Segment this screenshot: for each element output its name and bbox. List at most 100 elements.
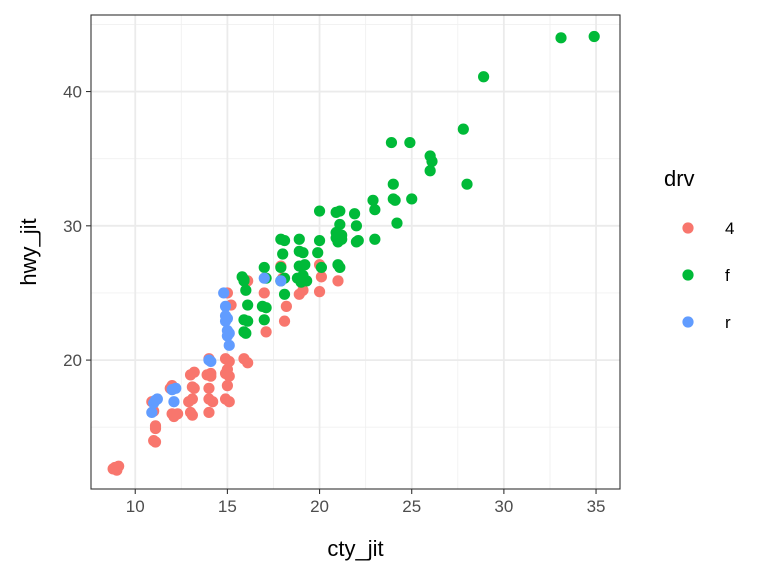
data-point (238, 273, 250, 286)
x-tick-label: 25 (402, 497, 421, 516)
data-point (203, 382, 215, 394)
data-point (203, 406, 215, 419)
data-point (146, 406, 158, 419)
axis-ticks: 10 15 20 25 30 35 20 30 40 (63, 83, 605, 516)
data-point (260, 326, 272, 338)
series-r (146, 272, 287, 419)
legend-key-r (682, 316, 694, 328)
data-point (315, 261, 328, 274)
data-point (385, 136, 398, 149)
data-point (275, 275, 287, 287)
legend-label-4: 4 (725, 219, 734, 238)
x-tick-label: 35 (587, 497, 606, 516)
data-point (221, 324, 233, 337)
data-point (332, 275, 344, 287)
data-point (242, 299, 254, 311)
data-point (406, 193, 418, 205)
data-point (280, 300, 292, 312)
legend-title: drv (664, 166, 695, 191)
data-point (424, 165, 436, 177)
data-point (219, 300, 232, 312)
y-tick-label: 40 (63, 83, 82, 102)
data-point (461, 178, 473, 190)
data-point (207, 396, 219, 408)
legend-label-r: r (725, 313, 731, 332)
data-point (350, 236, 363, 248)
x-tick-label: 15 (218, 497, 237, 516)
data-point (275, 261, 287, 274)
data-point (278, 315, 291, 327)
data-point (555, 32, 567, 44)
data-point (242, 315, 254, 327)
data-point (240, 327, 252, 339)
data-point (258, 314, 270, 326)
data-point (242, 357, 254, 369)
data-point (151, 393, 163, 405)
legend-key-f (682, 269, 694, 281)
data-point (293, 233, 305, 245)
data-point (301, 275, 313, 287)
data-point (277, 248, 289, 260)
data-point (186, 409, 198, 421)
data-point (457, 123, 469, 135)
data-point (312, 247, 324, 259)
data-point (588, 30, 600, 43)
data-point (278, 234, 291, 247)
data-point (223, 396, 235, 408)
y-tick-label: 30 (63, 217, 82, 236)
data-point (313, 234, 326, 247)
data-point (330, 226, 342, 239)
y-axis-title: hwy_jit (16, 218, 41, 285)
data-point (387, 193, 399, 205)
data-point (205, 355, 217, 368)
data-point (278, 288, 291, 300)
data-point (369, 204, 381, 216)
data-point (404, 136, 416, 149)
data-point (240, 284, 252, 296)
data-point (218, 287, 230, 299)
data-point (166, 384, 178, 396)
data-point (188, 382, 200, 394)
data-point (172, 408, 184, 420)
data-point (334, 205, 346, 217)
data-point (348, 208, 361, 220)
data-point (149, 422, 162, 435)
data-point (426, 155, 438, 167)
data-point (350, 220, 363, 232)
x-tick-label: 10 (126, 497, 145, 516)
data-point (313, 286, 326, 298)
legend: drv 4 f r (664, 166, 734, 332)
data-point (334, 261, 346, 274)
data-point (297, 247, 309, 259)
x-tick-label: 30 (494, 497, 513, 516)
data-point (107, 463, 119, 475)
data-point (387, 178, 399, 190)
data-point (223, 339, 235, 351)
grid (91, 15, 620, 489)
data-point (258, 272, 270, 284)
data-point (478, 71, 490, 83)
data-point (293, 288, 305, 300)
data-point (258, 287, 270, 299)
data-point (260, 302, 272, 314)
data-point (221, 380, 233, 392)
legend-key-4 (682, 222, 694, 234)
data-point (221, 363, 233, 376)
data-point (188, 366, 200, 378)
plot-border (90, 14, 621, 490)
data-point (258, 261, 270, 274)
x-tick-label: 20 (310, 497, 329, 516)
data-point (149, 436, 162, 448)
data-point (219, 310, 232, 322)
data-point (205, 367, 217, 380)
data-point (299, 259, 311, 271)
data-point (369, 233, 381, 245)
data-point (315, 271, 328, 283)
points (107, 30, 600, 476)
x-axis-title: cty_jit (327, 536, 383, 561)
legend-label-f: f (725, 266, 730, 285)
data-point (313, 205, 326, 217)
data-point (168, 396, 180, 408)
